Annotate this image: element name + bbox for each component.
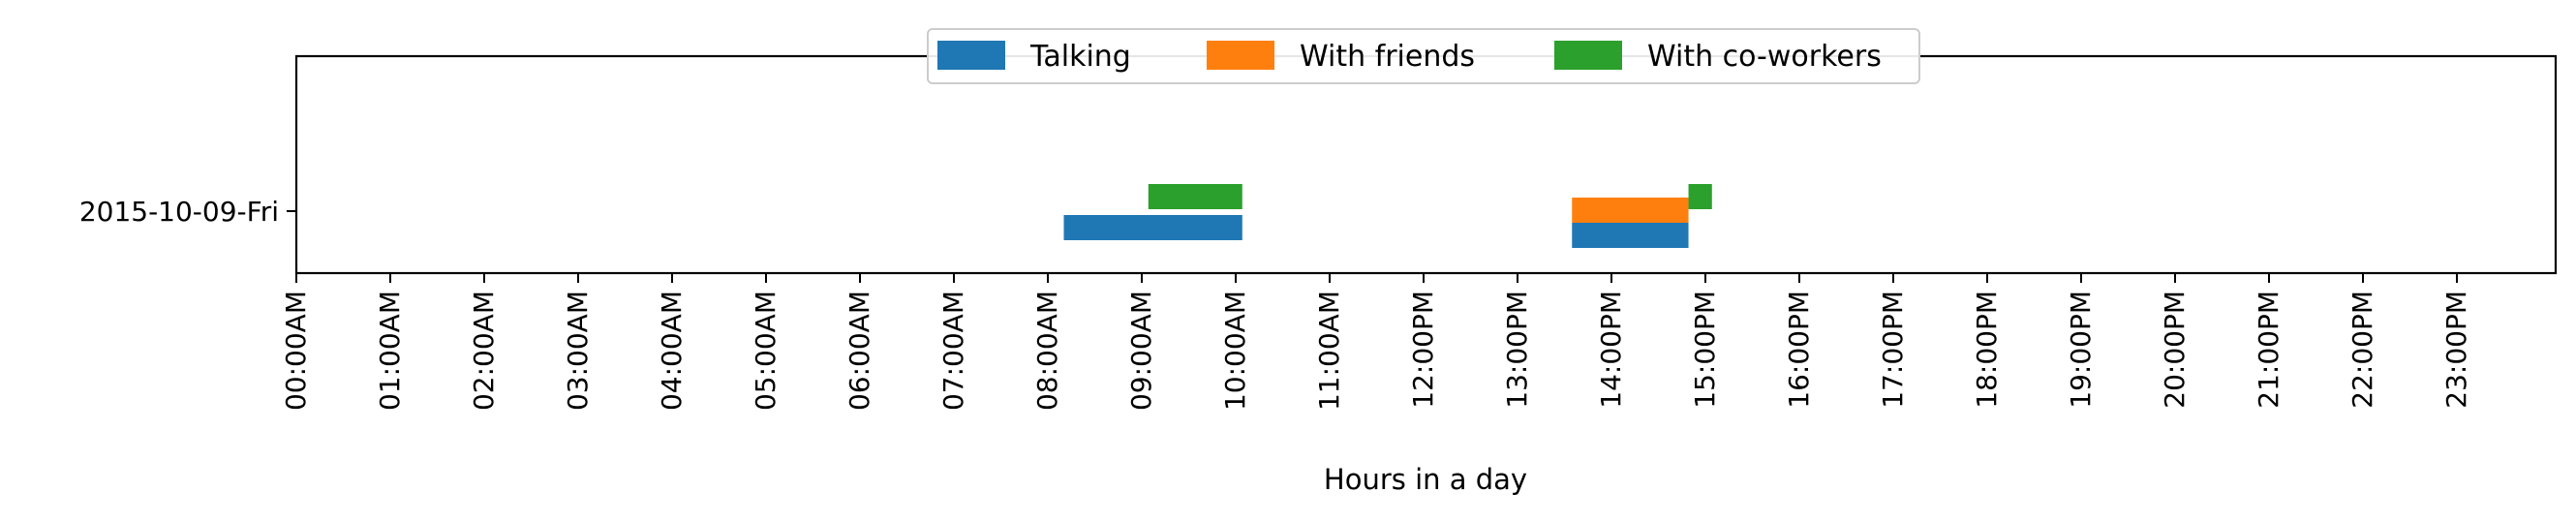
x-tick-label: 08:00AM bbox=[1031, 291, 1063, 411]
x-tick-label: 21:00PM bbox=[2253, 291, 2285, 409]
x-tick-label: 01:00AM bbox=[374, 291, 406, 411]
x-axis-label: Hours in a day bbox=[1324, 463, 1527, 496]
legend-label-with-friends: With friends bbox=[1300, 40, 1475, 74]
legend: Talking With friends With co-workers bbox=[927, 28, 1920, 84]
x-tick-label: 06:00AM bbox=[843, 291, 875, 411]
legend-swatch-talking bbox=[937, 41, 1005, 70]
x-tick-label: 04:00AM bbox=[656, 291, 688, 411]
legend-swatch-with-co-workers bbox=[1554, 41, 1622, 70]
legend-box bbox=[927, 28, 1920, 84]
bar-with-co-workers-1 bbox=[1688, 184, 1712, 209]
x-tick-label: 15:00PM bbox=[1689, 291, 1721, 409]
x-axis: 00:00AM 01:00AM 02:00AM 03:00AM 04:00AM 05:00… bbox=[280, 273, 2472, 411]
x-tick-label: 13:00PM bbox=[1501, 291, 1533, 409]
x-tick-label: 05:00AM bbox=[750, 291, 782, 411]
x-tick-label: 10:00AM bbox=[1219, 291, 1251, 411]
x-tick-label: 09:00AM bbox=[1125, 291, 1157, 411]
x-tick-label: 23:00PM bbox=[2440, 291, 2472, 409]
x-tick-label: 16:00PM bbox=[1783, 291, 1815, 409]
legend-swatch-with-friends bbox=[1207, 41, 1274, 70]
bar-talking-0 bbox=[1063, 215, 1242, 240]
legend-label-talking: Talking bbox=[1029, 40, 1131, 74]
x-tick-label: 00:00AM bbox=[280, 291, 312, 411]
x-tick-label: 03:00AM bbox=[562, 291, 594, 411]
bars-layer bbox=[1063, 184, 1712, 248]
x-tick-label: 20:00PM bbox=[2159, 291, 2191, 409]
x-tick-label: 22:00PM bbox=[2346, 291, 2378, 409]
bar-talking-1 bbox=[1572, 223, 1689, 248]
x-tick-label: 02:00AM bbox=[468, 291, 500, 411]
y-axis: 2015-10-09-Fri bbox=[79, 196, 296, 228]
x-tick-label: 17:00PM bbox=[1877, 291, 1909, 409]
bar-with-co-workers-0 bbox=[1148, 184, 1242, 209]
bar-with-friends-0 bbox=[1572, 198, 1689, 223]
x-tick-label: 12:00PM bbox=[1407, 291, 1439, 409]
x-tick-label: 19:00PM bbox=[2065, 291, 2097, 409]
y-tick-label: 2015-10-09-Fri bbox=[79, 196, 279, 228]
x-tick-label: 18:00PM bbox=[1971, 291, 2003, 409]
x-tick-label: 14:00PM bbox=[1595, 291, 1627, 409]
plot-area-background bbox=[296, 56, 2556, 273]
x-tick-label: 07:00AM bbox=[937, 291, 969, 411]
legend-label-with-co-workers: With co-workers bbox=[1647, 40, 1882, 74]
x-tick-label: 11:00AM bbox=[1313, 291, 1345, 411]
